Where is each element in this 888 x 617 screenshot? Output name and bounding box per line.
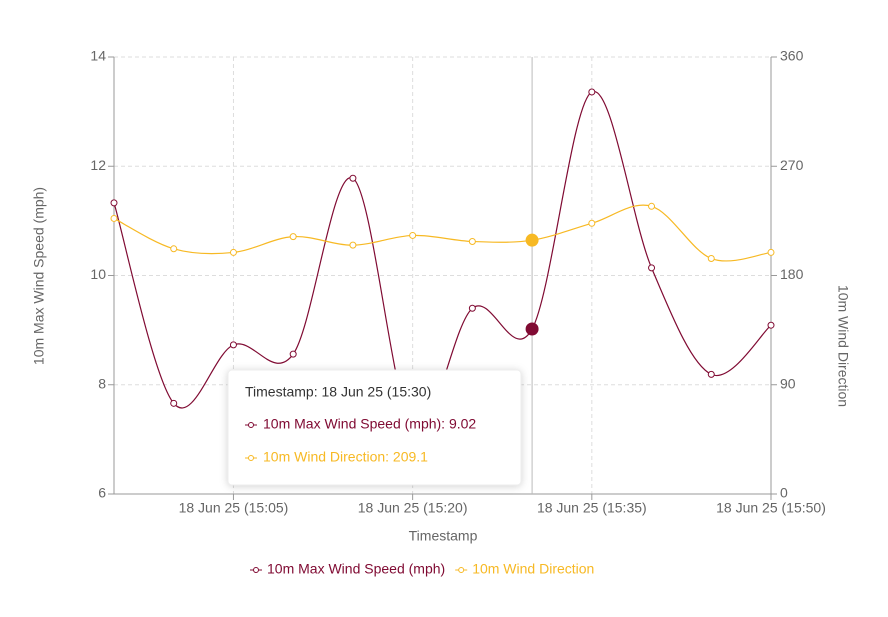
legend-label: 10m Wind Direction [472, 561, 594, 577]
data-point [525, 233, 539, 247]
x-tick-label: 18 Jun 25 (15:50) [716, 500, 826, 516]
x-axis-title: Timestamp [409, 528, 478, 544]
y2-tick-label: 180 [780, 266, 804, 282]
y2-tick-label: 270 [780, 157, 804, 173]
data-point [648, 264, 656, 272]
y2-tick-label: 0 [780, 485, 788, 501]
data-point [707, 255, 715, 263]
y-tick-label: 8 [98, 375, 106, 391]
data-point [767, 321, 775, 329]
legend-item[interactable]: 10m Wind Direction [455, 561, 594, 577]
data-point [229, 248, 237, 256]
tooltip-title: Timestamp: 18 Jun 25 (15:30) [245, 384, 431, 400]
data-point [110, 199, 118, 207]
tooltip: Timestamp: 18 Jun 25 (15:30) 10m Max Wind… [227, 369, 522, 486]
data-point [707, 370, 715, 378]
x-tick-label: 18 Jun 25 (15:20) [358, 500, 468, 516]
data-point [588, 88, 596, 96]
data-point [409, 231, 417, 239]
tooltip-swatch [248, 455, 254, 461]
legend-swatch [458, 567, 465, 573]
y-tick-label: 12 [90, 157, 106, 173]
data-point [525, 322, 539, 336]
legend-label: 10m Max Wind Speed (mph) [267, 561, 445, 577]
y-tick-label: 14 [90, 48, 106, 64]
data-point [349, 174, 357, 182]
data-point [588, 219, 596, 227]
y-tick-label: 6 [98, 485, 106, 501]
x-tick-label: 18 Jun 25 (15:35) [537, 500, 647, 516]
data-point [170, 399, 178, 407]
data-point [289, 350, 297, 358]
data-point [468, 304, 476, 312]
data-point [349, 241, 357, 249]
tooltip-line: 10m Wind Direction: 209.1 [263, 449, 428, 465]
tooltip-line: 10m Max Wind Speed (mph): 9.02 [263, 416, 476, 432]
legend-swatch [253, 567, 259, 573]
data-point [289, 233, 297, 241]
y-tick-label: 10 [90, 266, 106, 282]
data-point [110, 214, 118, 222]
y2-tick-label: 90 [780, 375, 796, 391]
legend-item[interactable]: 10m Max Wind Speed (mph) [250, 561, 445, 577]
x-tick-label: 18 Jun 25 (15:05) [179, 500, 289, 516]
data-point [170, 245, 178, 253]
y2-tick-label: 360 [780, 48, 804, 64]
tooltip-swatch [248, 422, 254, 428]
data-point [648, 202, 656, 210]
tooltip-box [227, 369, 522, 486]
y2-axis-title: 10m Wind Direction [835, 285, 851, 407]
data-point [767, 248, 775, 256]
data-point [468, 238, 476, 246]
data-point [229, 341, 237, 349]
series-line [113, 204, 772, 262]
y-axis-title: 10m Max Wind Speed (mph) [31, 187, 47, 365]
